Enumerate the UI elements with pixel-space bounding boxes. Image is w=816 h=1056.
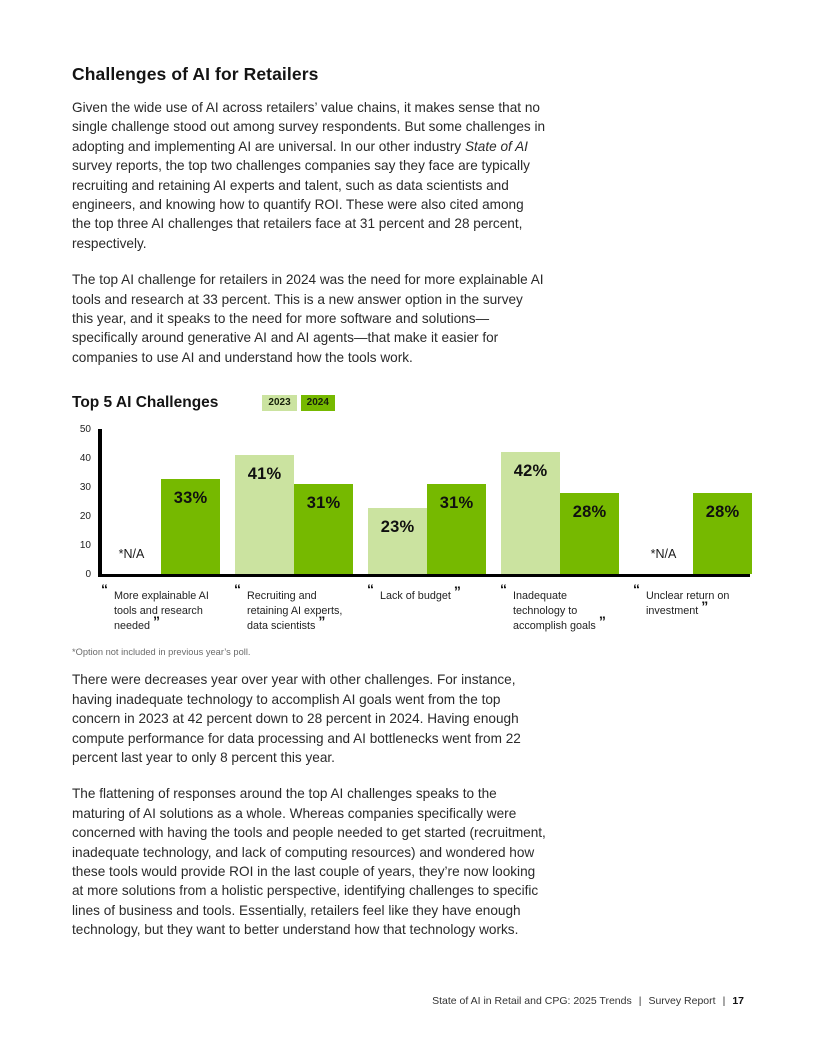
bar-slot: 41% [235,429,294,575]
chart-title: Top 5 AI Challenges [72,394,219,412]
bar-group: 42% 28% [501,429,619,575]
category-label-text: Lack of budget ” [380,583,461,603]
y-tick-label: 50 [79,423,91,435]
bar-2024: 28% [560,493,619,575]
bar-2023: 23% [368,507,427,575]
y-tick-label: 40 [79,452,91,464]
na-label: *N/A [118,547,145,562]
chart-section: Top 5 AI Challenges 2023 2024 0 10 20 30 40 50… [72,394,752,658]
category-label: “Lack of budget ” [367,582,486,634]
bar-group: 41% 31% [235,429,353,575]
category-labels-row: “More explainable AI tools and research … [101,582,746,634]
footer-separator: | [638,995,642,1007]
category-label: “More explainable AI tools and research … [101,582,220,634]
category-label-text: Inadequate technology to accomplish goal… [513,590,606,633]
bar-slot: 23% [368,429,427,575]
page-content: Challenges of AI for Retailers Given the… [72,64,752,940]
bar-group: *N/A 33% [102,429,220,575]
na-label: *N/A [650,547,677,562]
bar-group: *N/A 28% [634,429,752,575]
bar-value-label: 42% [513,462,548,481]
paragraph-text: survey reports, the top two challenges c… [72,158,530,251]
y-axis: 0 10 20 30 40 50 [72,424,98,580]
bar-slot: 33% [161,429,220,575]
footer-section: Survey Report [648,995,716,1007]
bar-slot: 28% [560,429,619,575]
bar-chart: 0 10 20 30 40 50 *N/A 33% 41% 31% 23% 31% 42% 28% *N/… [72,424,752,580]
body-paragraph-4: The flattening of responses around the t… [72,786,546,938]
bar-2024: 33% [161,478,220,575]
italic-report-name: State of AI [464,138,528,154]
bar-value-label: 28% [705,503,740,522]
bar-slot: 42% [501,429,560,575]
close-quote-mark: ” [598,613,606,630]
chart-legend: 2023 2024 [262,395,335,412]
bar-value-label: 31% [306,494,341,513]
bar-2023: 41% [235,455,294,575]
bar-2024: 31% [427,484,486,575]
bar-value-label: 23% [380,517,415,536]
plot-area: *N/A 33% 41% 31% 23% 31% 42% 28% *N/A 28% [98,429,752,578]
category-label-text: More explainable AI tools and research n… [114,590,209,633]
bar-value-label: 41% [247,465,282,484]
bar-2024: 31% [294,484,353,575]
y-tick-label: 20 [79,510,91,522]
bar-slot: 31% [294,429,353,575]
y-tick-label: 0 [85,568,91,580]
category-label: “Recruiting and retaining AI experts, da… [234,582,353,634]
body-paragraph-2: The top AI challenge for retailers in 20… [72,272,544,365]
legend-chip-2024: 2024 [300,395,335,412]
page-title: Challenges of AI for Retailers [72,64,319,84]
bar-slot: 31% [427,429,486,575]
footer-report-title: State of AI in Retail and CPG: 2025 Tren… [432,995,632,1007]
y-tick-label: 30 [79,481,91,493]
bar-value-label: 28% [572,503,607,522]
close-quote-mark: ” [318,613,326,630]
category-label: “Unclear return on investment ” [633,581,730,618]
bar-value-label: 31% [439,494,474,513]
bar-2023: 42% [501,452,560,575]
close-quote-mark: ” [453,583,461,600]
y-tick-label: 10 [79,539,91,551]
footer-page-number: 17 [732,995,744,1007]
footer-separator: | [722,995,726,1007]
category-label: “Inadequate technology to accomplish goa… [500,582,619,634]
close-quote-mark: ” [153,613,161,630]
bar-value-label: 33% [173,488,208,507]
chart-footnote: *Option not included in previous year’s … [72,647,251,658]
bar-2024: 28% [693,493,752,575]
legend-chip-2023: 2023 [262,395,297,412]
body-paragraph-1: Given the wide use of AI across retailer… [72,98,546,253]
category-label-text: Recruiting and retaining AI experts, dat… [247,590,343,633]
bar-slot: *N/A [102,429,161,574]
page-footer: State of AI in Retail and CPG: 2025 Tren… [432,995,744,1007]
close-quote-mark: ” [701,598,709,615]
body-paragraph-3: There were decreases year over year with… [72,672,521,765]
chart-header: Top 5 AI Challenges 2023 2024 [72,394,746,412]
bar-group: 23% 31% [368,429,486,575]
paragraph-text: Given the wide use of AI across retailer… [72,100,546,154]
bar-slot: 28% [693,429,752,575]
bar-slot: *N/A [634,429,693,574]
category-label-text: Unclear return on investment ” [646,590,730,618]
